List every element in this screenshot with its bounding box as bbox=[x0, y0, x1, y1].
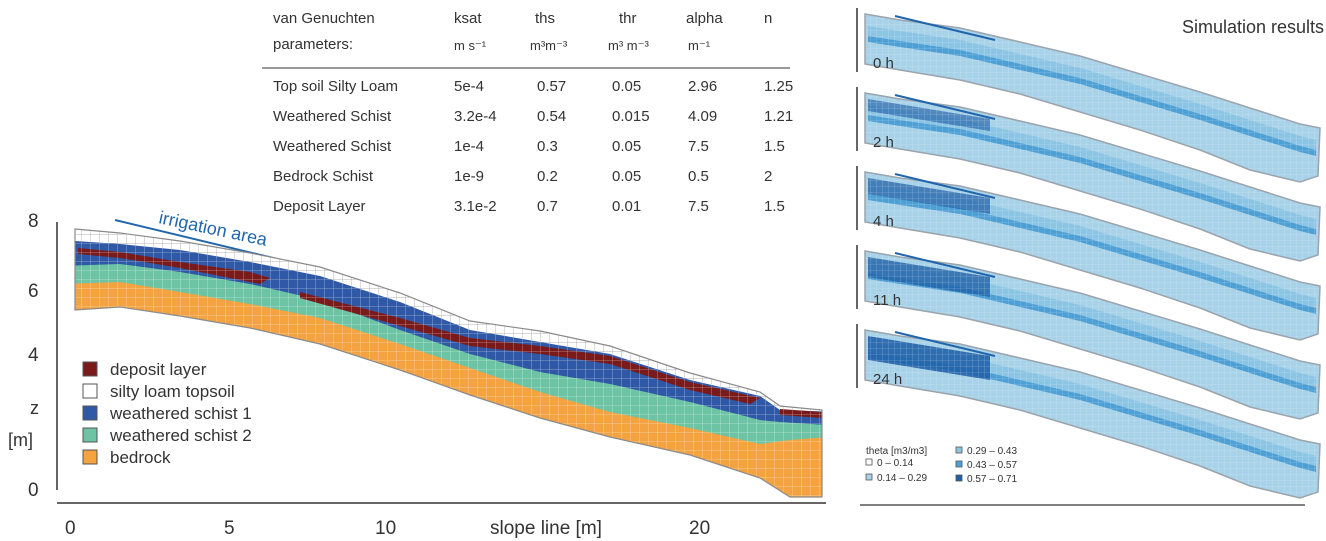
table-cell: 5e-4 bbox=[454, 78, 484, 95]
parameter-table: van Genuchten parameters: ksat m s⁻¹ ths… bbox=[262, 10, 793, 215]
table-unit-thr: m³ m⁻³ bbox=[608, 38, 649, 53]
timestep-label: 2 h bbox=[873, 134, 894, 151]
table-cell: 0.05 bbox=[612, 138, 641, 155]
legend-label: deposit layer bbox=[110, 360, 207, 379]
table-header-subtitle: parameters: bbox=[273, 36, 353, 53]
panel-outline bbox=[864, 92, 1321, 262]
soil-profile-section: 8 6 4 0 z [m] 0 5 10 20 slope line [m] i… bbox=[8, 207, 826, 539]
table-cell: 0.2 bbox=[537, 168, 558, 185]
panel-outline bbox=[864, 329, 1321, 499]
table-cell: 0.015 bbox=[612, 108, 650, 125]
table-cell: 0.5 bbox=[688, 168, 709, 185]
theta-legend-label: 0.43 – 0.57 bbox=[967, 460, 1017, 471]
table-row-label: Bedrock Schist bbox=[273, 168, 374, 185]
table-cell: 2 bbox=[764, 168, 772, 185]
table-row-label: Deposit Layer bbox=[273, 198, 366, 215]
table-row-label: Weathered Schist bbox=[273, 108, 392, 125]
y-tick-4: 4 bbox=[28, 345, 39, 366]
irrigation-area-line bbox=[894, 252, 996, 278]
table-cell: 3.2e-4 bbox=[454, 108, 497, 125]
theta-legend-label: 0.57 – 0.71 bbox=[967, 474, 1017, 485]
simulation-panels: 0 h 2 h 4 h 11 h 24 h bbox=[856, 8, 1321, 499]
table-header-n: n bbox=[764, 10, 772, 27]
timestep-label: 4 h bbox=[873, 213, 894, 230]
profile-outline bbox=[74, 228, 823, 498]
table-cell: 1e-4 bbox=[454, 138, 484, 155]
table-cell: 0.57 bbox=[537, 78, 566, 95]
panel-outline bbox=[864, 250, 1321, 420]
theta-legend-label: 0.14 – 0.29 bbox=[877, 473, 927, 484]
legend-label: weathered schist 2 bbox=[109, 426, 252, 445]
table-unit-ths: m³m⁻³ bbox=[530, 38, 568, 53]
table-cell: 0.7 bbox=[537, 198, 558, 215]
table-cell: 1e-9 bbox=[454, 168, 484, 185]
soil-layer-legend: deposit layer silty loam topsoil weathered… bbox=[82, 360, 252, 467]
x-tick-0: 0 bbox=[65, 518, 76, 539]
legend-label: weathered schist 1 bbox=[109, 404, 252, 423]
table-cell: 1.25 bbox=[764, 78, 793, 95]
table-cell: 2.96 bbox=[688, 78, 717, 95]
legend-swatch bbox=[82, 361, 98, 377]
x-tick-5: 5 bbox=[224, 518, 235, 539]
table-cell: 1.5 bbox=[764, 198, 785, 215]
theta-legend-swatch bbox=[955, 460, 963, 468]
timestep-label: 24 h bbox=[873, 371, 902, 388]
theta-legend: theta [m3/m3] 0 – 0.14 0.14 – 0.29 0.29 – … bbox=[865, 446, 1017, 485]
table-cell: 3.1e-2 bbox=[454, 198, 497, 215]
table-cell: 0.01 bbox=[612, 198, 641, 215]
panel-outline bbox=[864, 171, 1321, 341]
table-row-label: Weathered Schist bbox=[273, 138, 392, 155]
irrigation-area-line bbox=[894, 15, 996, 41]
table-row-label: Top soil Silty Loam bbox=[273, 78, 398, 95]
x-tick-10: 10 bbox=[375, 518, 396, 539]
x-tick-20: 20 bbox=[689, 518, 710, 539]
timestep-label: 11 h bbox=[873, 292, 901, 309]
legend-swatch bbox=[82, 405, 98, 421]
x-axis-label: slope line [m] bbox=[490, 518, 602, 539]
theta-legend-label: 0.29 – 0.43 bbox=[967, 446, 1017, 457]
theta-legend-title: theta [m3/m3] bbox=[866, 446, 927, 457]
simulation-results-section: Simulation results 0 h 2 h 4 h 11 h 24 h the… bbox=[856, 8, 1324, 506]
theta-legend-swatch bbox=[955, 446, 963, 454]
table-cell: 1.21 bbox=[764, 108, 793, 125]
legend-label: bedrock bbox=[110, 448, 171, 467]
y-tick-0: 0 bbox=[28, 480, 39, 501]
legend-swatch bbox=[82, 449, 98, 465]
theta-legend-swatch bbox=[955, 474, 963, 482]
table-unit-ksat: m s⁻¹ bbox=[454, 38, 487, 53]
topsoil-mesh-overlay bbox=[75, 229, 822, 412]
table-cell: 1.5 bbox=[764, 138, 785, 155]
table-header-ksat: ksat bbox=[454, 10, 482, 27]
table-header-alpha: alpha bbox=[686, 10, 723, 27]
table-cell: 0.3 bbox=[537, 138, 558, 155]
timestep-label: 0 h bbox=[873, 55, 894, 72]
theta-legend-swatch bbox=[865, 473, 873, 481]
legend-swatch bbox=[82, 427, 98, 443]
table-cell: 0.05 bbox=[612, 168, 641, 185]
table-body: Top soil Silty Loam 5e-4 0.57 0.05 2.96 1.25 W… bbox=[273, 78, 793, 215]
legend-swatch bbox=[82, 383, 98, 399]
table-cell: 0.05 bbox=[612, 78, 641, 95]
table-cell: 4.09 bbox=[688, 108, 717, 125]
table-header-ths: ths bbox=[535, 10, 555, 27]
irrigation-area-line bbox=[894, 173, 996, 199]
legend-label: silty loam topsoil bbox=[110, 382, 235, 401]
irrigation-area-line bbox=[894, 94, 996, 120]
theta-legend-swatch bbox=[865, 458, 873, 466]
irrigation-area-line bbox=[894, 331, 996, 357]
y-axis-label: z bbox=[30, 398, 39, 418]
table-cell: 7.5 bbox=[688, 198, 709, 215]
theta-legend-label: 0 – 0.14 bbox=[877, 458, 914, 469]
simulation-title: Simulation results bbox=[1182, 17, 1324, 37]
y-tick-6: 6 bbox=[28, 281, 39, 302]
y-axis-unit: [m] bbox=[8, 430, 33, 450]
panel-outline bbox=[864, 13, 1321, 183]
y-tick-8: 8 bbox=[28, 211, 39, 232]
table-cell: 7.5 bbox=[688, 138, 709, 155]
table-unit-alpha: m⁻¹ bbox=[688, 38, 711, 53]
table-header-title: van Genuchten bbox=[273, 10, 375, 27]
table-cell: 0.54 bbox=[537, 108, 566, 125]
table-header-thr: thr bbox=[619, 10, 637, 27]
